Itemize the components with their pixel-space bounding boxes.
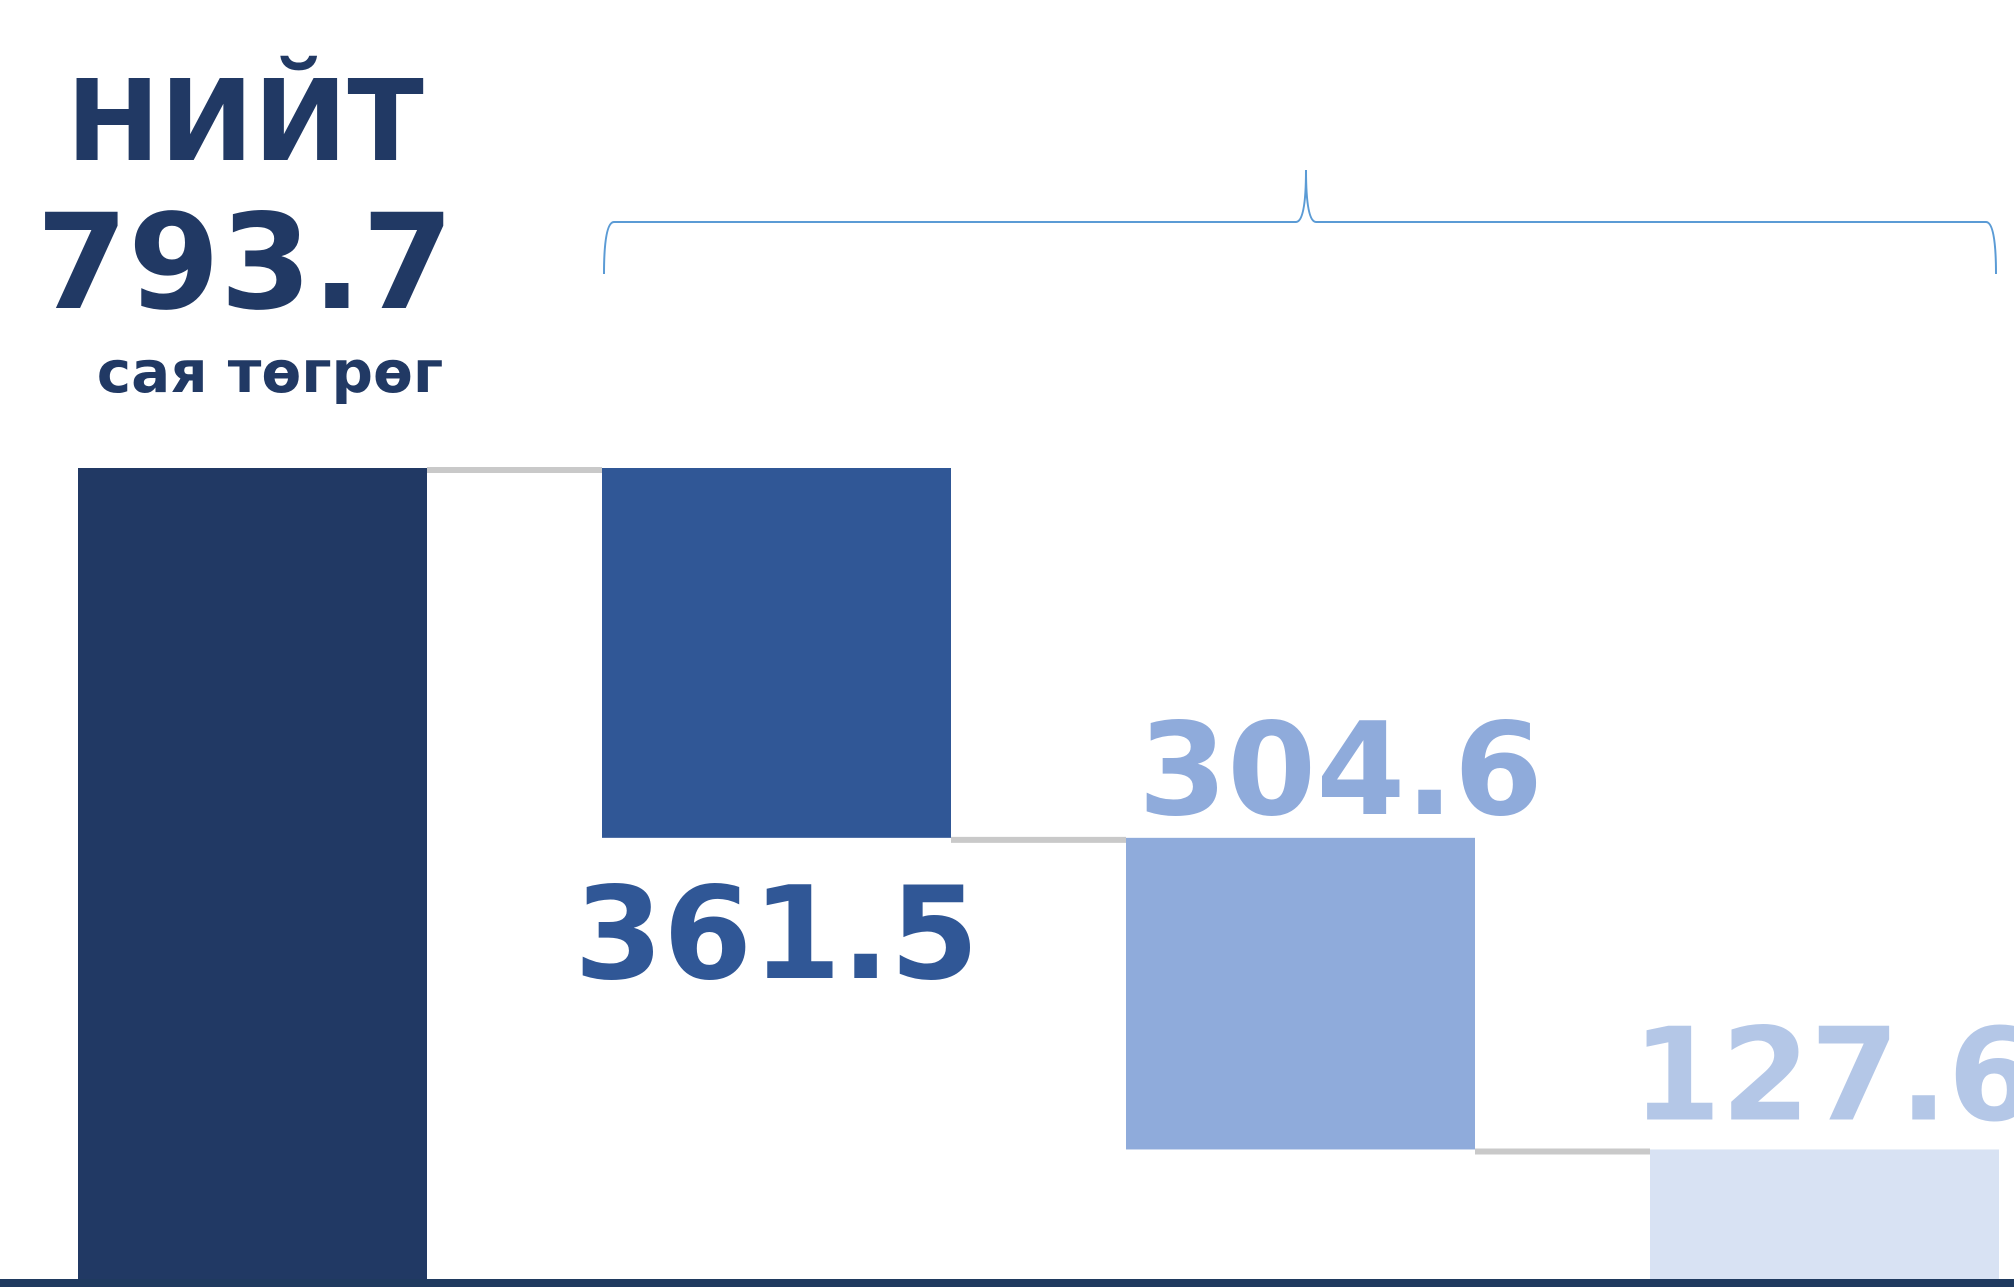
value-label-4: 127.6 [1632,1001,2014,1150]
value-label-3: 304.6 [1138,696,1543,845]
grouping-brace [603,169,1997,275]
title-line-1: НИЙТ [66,55,424,187]
bar-2 [602,468,951,838]
title-line-2: сая төгрөг [97,338,443,406]
value-label-2: 361.5 [574,860,979,1009]
bar-4 [1650,1149,1999,1280]
bar-1 [78,468,427,1280]
bar-3 [1126,837,1475,1150]
total-value-label: 793.7 [36,186,454,340]
